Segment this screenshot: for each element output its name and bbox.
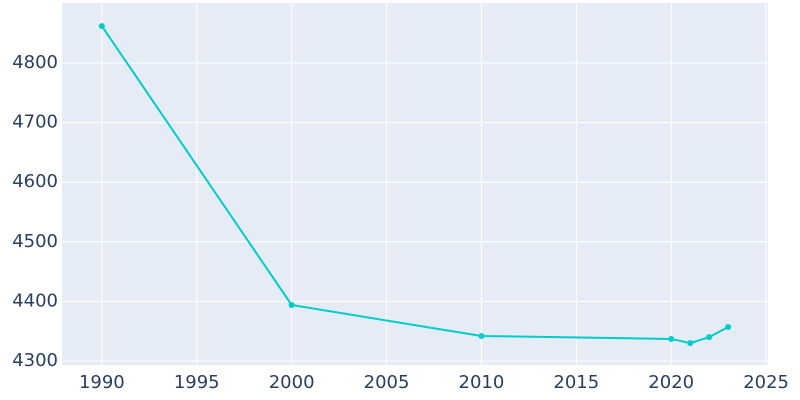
x-tick-label: 2005 xyxy=(364,372,410,393)
y-tick-label: 4800 xyxy=(12,52,58,73)
point xyxy=(98,23,105,30)
point xyxy=(288,301,295,308)
x-tick-label: 2000 xyxy=(269,372,315,393)
y-tick-label: 4600 xyxy=(12,171,58,192)
point xyxy=(478,332,485,339)
y-tick-label: 4700 xyxy=(12,112,58,133)
x-tick-label: 2020 xyxy=(648,372,694,393)
x-tick-label: 2025 xyxy=(743,372,789,393)
point xyxy=(687,340,694,347)
point xyxy=(668,335,675,342)
y-tick-label: 4500 xyxy=(12,231,58,252)
y-tick-label: 4400 xyxy=(12,290,58,311)
x-tick-label: 2015 xyxy=(553,372,599,393)
y-tick-label: 4300 xyxy=(12,350,58,371)
x-tick-label: 2010 xyxy=(459,372,505,393)
x-tick-label: 1990 xyxy=(79,372,125,393)
point xyxy=(706,334,713,341)
plot-area xyxy=(62,3,768,365)
point xyxy=(725,324,732,331)
x-tick-label: 1995 xyxy=(174,372,220,393)
